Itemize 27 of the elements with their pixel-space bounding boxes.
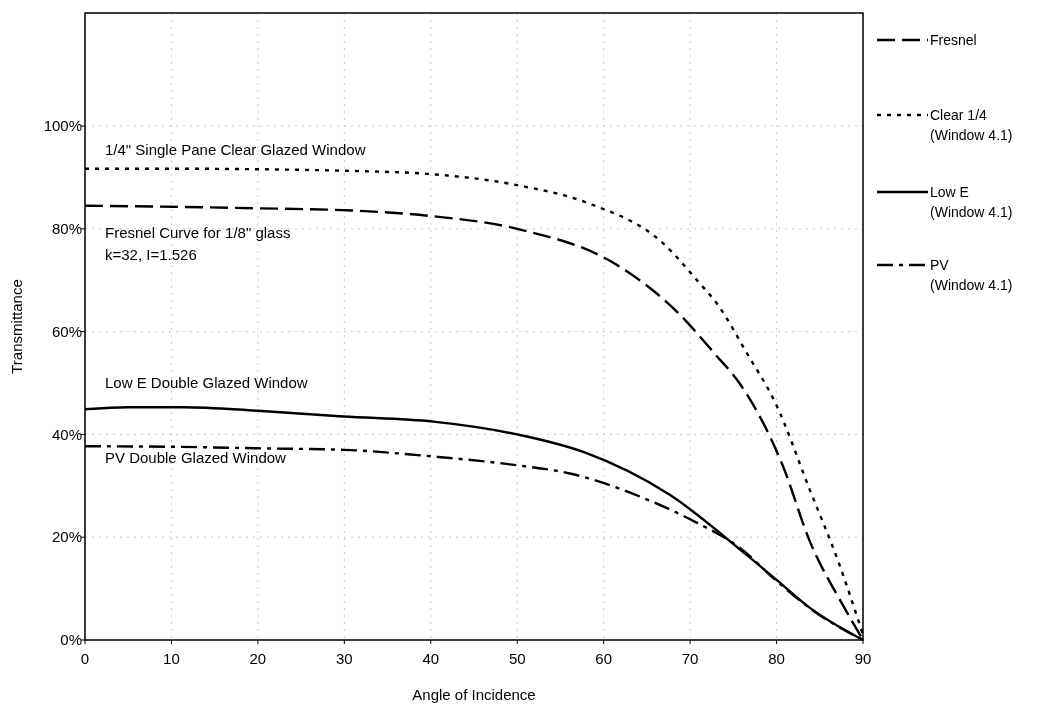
legend-label: Clear 1/4 (Window 4.1) bbox=[930, 106, 1013, 143]
legend-label: Low E (Window 4.1) bbox=[930, 183, 1013, 220]
y-tick-label: 0% bbox=[60, 631, 82, 649]
x-tick-label: 50 bbox=[508, 650, 526, 667]
legend-label: Fresnel bbox=[930, 31, 977, 48]
y-tick-label: 40% bbox=[51, 425, 82, 443]
x-tick-label: 0 bbox=[80, 650, 90, 667]
x-tick-label: 70 bbox=[681, 650, 699, 667]
x-tick-label: 30 bbox=[335, 650, 353, 667]
x-axis-title: Angle of Incidence bbox=[412, 686, 536, 703]
x-tick-label: 80 bbox=[768, 650, 785, 667]
annotation: Fresnel Curve for 1/8" glass bbox=[105, 224, 291, 242]
x-tick-label: 60 bbox=[595, 650, 613, 667]
y-tick-label: 60% bbox=[51, 322, 82, 340]
y-tick-label: 80% bbox=[51, 220, 82, 238]
y-axis-title: Transmittance bbox=[8, 279, 25, 374]
annotation: PV Double Glazed Window bbox=[105, 449, 287, 467]
y-tick-label: 100% bbox=[43, 117, 82, 135]
legend-label: PV (Window 4.1) bbox=[930, 256, 1013, 293]
annotation: 1/4" Single Pane Clear Glazed Window bbox=[105, 141, 366, 159]
annotation: Low E Double Glazed Window bbox=[105, 374, 308, 392]
x-tick-label: 10 bbox=[163, 650, 180, 667]
x-tick-label: 40 bbox=[422, 650, 440, 667]
y-tick-label: 20% bbox=[51, 528, 82, 546]
x-tick-label: 90 bbox=[854, 650, 872, 667]
annotation: k=32, I=1.526 bbox=[105, 246, 197, 264]
x-tick-label: 20 bbox=[249, 650, 267, 667]
